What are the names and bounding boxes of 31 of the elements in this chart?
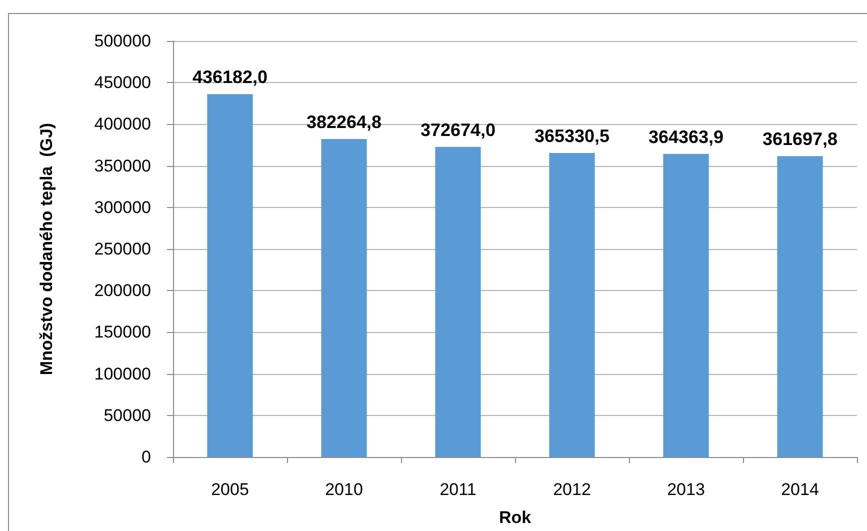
bar <box>435 146 481 457</box>
y-tick-label: 0 <box>142 448 151 466</box>
data-label: 365330,5 <box>534 126 610 146</box>
data-label: 361697,8 <box>762 129 838 150</box>
bar <box>663 154 709 457</box>
y-tick-label: 50000 <box>104 406 151 425</box>
bar <box>777 156 823 457</box>
data-label: 372674,0 <box>420 120 496 140</box>
x-tick-label: 2014 <box>781 480 819 499</box>
y-tick-label: 100000 <box>94 364 151 384</box>
y-tick-label: 500000 <box>94 32 151 50</box>
bar <box>549 153 595 457</box>
y-tick-label: 400000 <box>94 114 151 134</box>
y-axis-title: Množstvo dodaného tepla (GJ) <box>37 122 56 376</box>
data-label: 436182,0 <box>192 67 268 88</box>
y-tick-label: 250000 <box>94 240 151 258</box>
x-tick-label: 2005 <box>211 480 249 499</box>
x-tick-label: 2012 <box>553 480 591 499</box>
x-tick-label: 2011 <box>440 480 476 499</box>
y-tick-label: 200000 <box>94 281 151 300</box>
data-label: 364363,9 <box>648 126 724 147</box>
data-label: 382264,8 <box>306 112 382 132</box>
bar <box>207 94 253 457</box>
bar <box>321 138 367 457</box>
y-tick-label: 350000 <box>94 156 151 176</box>
x-tick-label: 2010 <box>325 480 363 499</box>
x-tick-label: 2013 <box>667 480 705 499</box>
x-axis-title: Rok <box>498 508 532 527</box>
y-tick-label: 150000 <box>94 322 151 342</box>
y-tick-label: 300000 <box>94 198 151 217</box>
y-tick-label: 450000 <box>94 73 151 92</box>
